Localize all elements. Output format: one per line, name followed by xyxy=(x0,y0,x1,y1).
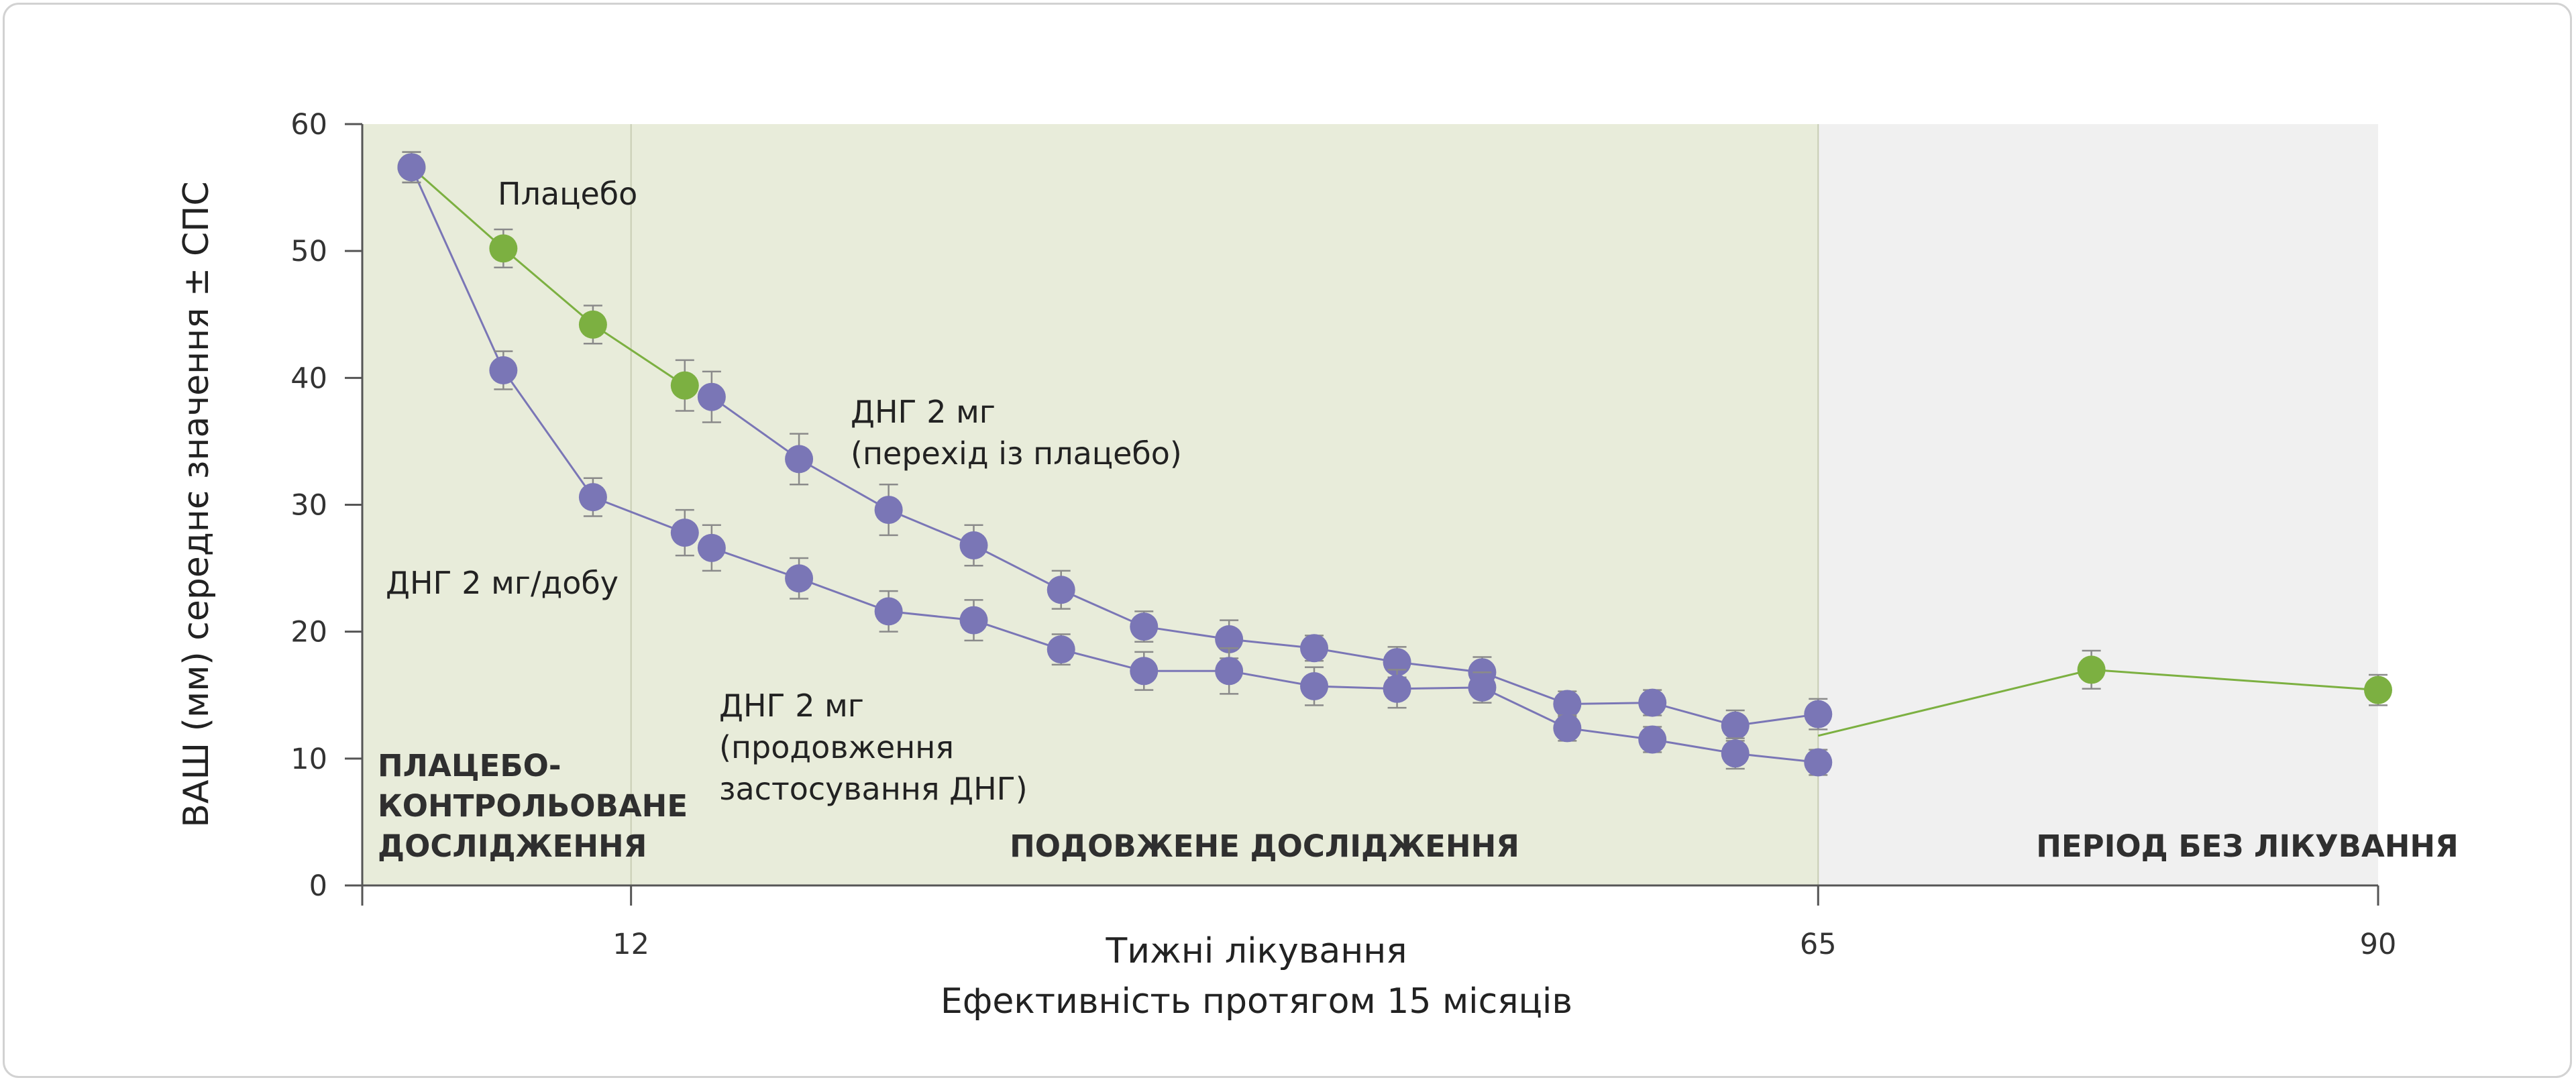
data-point xyxy=(1300,634,1329,663)
region-label-line: ДОСЛІДЖЕННЯ xyxy=(378,828,647,864)
data-point xyxy=(1721,739,1750,768)
data-point xyxy=(2364,675,2392,704)
series-label-line: (продовження xyxy=(719,729,954,765)
region-label-line: ПЕРІОД БЕЗ ЛІКУВАННЯ xyxy=(2036,828,2459,864)
axes-layer: 0 10 20 30 40 50 60 12 65 90 Тижні лікування Ефекти… xyxy=(176,108,2396,1022)
data-point xyxy=(670,519,699,547)
series-label: Плацебо xyxy=(498,176,637,212)
data-point xyxy=(1468,673,1497,702)
y-tick-label: 30 xyxy=(290,489,327,523)
regions-layer xyxy=(362,124,2378,885)
y-tick-label: 20 xyxy=(290,616,327,649)
series-line xyxy=(411,166,686,534)
series-line xyxy=(710,396,1819,727)
data-point xyxy=(959,606,988,635)
region-label: ПЛАЦЕБО- КОНТРОЛЬОВАНЕ ДОСЛІДЖЕННЯ xyxy=(378,748,688,864)
data-point xyxy=(1130,657,1159,686)
data-point xyxy=(1804,700,1833,728)
series-label: ДНГ 2 мг/добу xyxy=(386,565,619,601)
region-background xyxy=(1818,124,2378,885)
series-label-line: ДНГ 2 мг/добу xyxy=(386,565,619,601)
series-label-line: ДНГ 2 мг xyxy=(851,394,996,430)
data-point xyxy=(1721,711,1750,740)
series-line xyxy=(411,166,686,386)
data-point xyxy=(578,483,607,512)
data-point xyxy=(785,564,814,593)
chart-subtitle: Ефективність протягом 15 місяців xyxy=(941,981,1572,1022)
data-point xyxy=(1804,748,1833,777)
data-point xyxy=(874,597,903,626)
series-label-line: (перехід із плацебо) xyxy=(851,435,1182,472)
data-point xyxy=(1215,657,1244,686)
x-axis-title: Тижні лікування xyxy=(1105,931,1407,971)
data-point xyxy=(1046,576,1075,604)
y-tick-label: 10 xyxy=(290,743,327,776)
data-point xyxy=(1300,672,1329,701)
data-point xyxy=(1638,725,1667,754)
data-point xyxy=(670,371,699,400)
data-point xyxy=(1553,690,1582,718)
x-tick-label: 65 xyxy=(1800,928,1837,961)
labels-layer: Плацебо ДНГ 2 мг/добу ДНГ 2 мг (перехід із … xyxy=(378,176,2459,864)
y-tick-label: 50 xyxy=(290,235,327,268)
data-point xyxy=(697,533,726,562)
y-axis-title: ВАШ (мм) середнє значення ± СПС xyxy=(176,181,217,827)
region-label-line: КОНТРОЛЬОВАНЕ xyxy=(378,788,688,824)
series-label: ДНГ 2 мг (перехід із плацебо) xyxy=(851,394,1182,472)
y-tick-label: 40 xyxy=(290,362,327,395)
y-tick-label: 0 xyxy=(309,869,327,903)
series-label-line: ДНГ 2 мг xyxy=(719,688,864,724)
data-point xyxy=(1638,688,1667,717)
data-point xyxy=(489,356,518,384)
region-label-line: ПЛАЦЕБО- xyxy=(378,748,561,783)
series-label: ДНГ 2 мг (продовження застосування ДНГ) xyxy=(719,688,1028,807)
data-point xyxy=(959,531,988,560)
data-point xyxy=(1130,612,1159,641)
data-point xyxy=(397,153,426,182)
series-label-line: застосування ДНГ) xyxy=(719,771,1028,807)
y-tick-label: 60 xyxy=(290,108,327,142)
series-points xyxy=(397,151,2392,777)
region-label: ПЕРІОД БЕЗ ЛІКУВАННЯ xyxy=(2036,828,2459,864)
data-point xyxy=(578,310,607,339)
data-point xyxy=(874,496,903,525)
data-point xyxy=(1553,714,1582,743)
data-point xyxy=(1215,625,1244,654)
series-lines xyxy=(411,166,2379,763)
data-point xyxy=(2077,655,2106,684)
series-label-line: Плацебо xyxy=(498,176,637,212)
data-point xyxy=(1383,674,1411,703)
region-label: ПОДОВЖЕНЕ ДОСЛІДЖЕННЯ xyxy=(1010,828,1519,864)
data-point xyxy=(489,234,518,263)
data-point xyxy=(697,382,726,411)
region-label-line: ПОДОВЖЕНЕ ДОСЛІДЖЕННЯ xyxy=(1010,828,1519,864)
data-point xyxy=(1046,635,1075,664)
series-line xyxy=(711,547,1819,763)
region-background xyxy=(631,124,1819,885)
data-point xyxy=(785,445,814,474)
x-tick-label: 12 xyxy=(612,928,649,961)
x-tick-label: 90 xyxy=(2360,928,2397,961)
